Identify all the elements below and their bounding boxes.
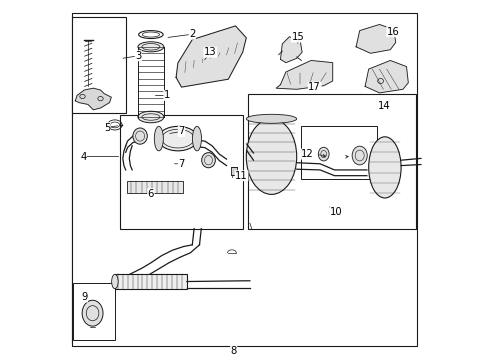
Ellipse shape — [246, 114, 296, 123]
Text: 5: 5 — [103, 123, 110, 133]
Text: 2: 2 — [189, 29, 195, 39]
Ellipse shape — [154, 126, 163, 151]
Polygon shape — [365, 60, 407, 93]
Ellipse shape — [158, 126, 197, 151]
Ellipse shape — [133, 128, 147, 144]
Ellipse shape — [351, 146, 366, 165]
Ellipse shape — [368, 137, 400, 198]
Text: 6: 6 — [147, 189, 154, 199]
Text: 1: 1 — [163, 90, 170, 100]
Polygon shape — [75, 88, 111, 110]
Text: 3: 3 — [135, 51, 141, 61]
Text: 17: 17 — [308, 82, 321, 92]
Ellipse shape — [192, 126, 201, 151]
Polygon shape — [176, 26, 246, 87]
Text: 14: 14 — [377, 101, 389, 111]
Polygon shape — [276, 60, 332, 89]
Polygon shape — [355, 24, 395, 53]
Ellipse shape — [82, 300, 103, 326]
Text: 12: 12 — [300, 149, 312, 159]
Bar — [127, 181, 183, 193]
Ellipse shape — [318, 147, 328, 161]
Bar — [72, 98, 415, 343]
Bar — [301, 126, 376, 179]
Text: 10: 10 — [329, 207, 342, 217]
Bar — [115, 274, 186, 289]
Text: 11: 11 — [235, 171, 247, 181]
Text: 4: 4 — [80, 152, 86, 162]
Ellipse shape — [138, 111, 163, 123]
Text: 15: 15 — [291, 32, 304, 42]
Ellipse shape — [201, 153, 215, 168]
Text: 13: 13 — [203, 47, 216, 57]
Text: 9: 9 — [81, 292, 87, 302]
Bar — [73, 283, 114, 340]
Polygon shape — [280, 37, 302, 63]
Text: 8: 8 — [230, 346, 236, 356]
Bar — [120, 115, 242, 229]
Text: 16: 16 — [386, 27, 399, 37]
Ellipse shape — [111, 274, 118, 289]
Bar — [247, 94, 415, 229]
Bar — [72, 17, 125, 113]
Ellipse shape — [246, 119, 296, 194]
Bar — [230, 167, 237, 175]
Ellipse shape — [138, 42, 163, 52]
Text: 7: 7 — [178, 159, 184, 169]
Text: 7: 7 — [178, 126, 184, 136]
